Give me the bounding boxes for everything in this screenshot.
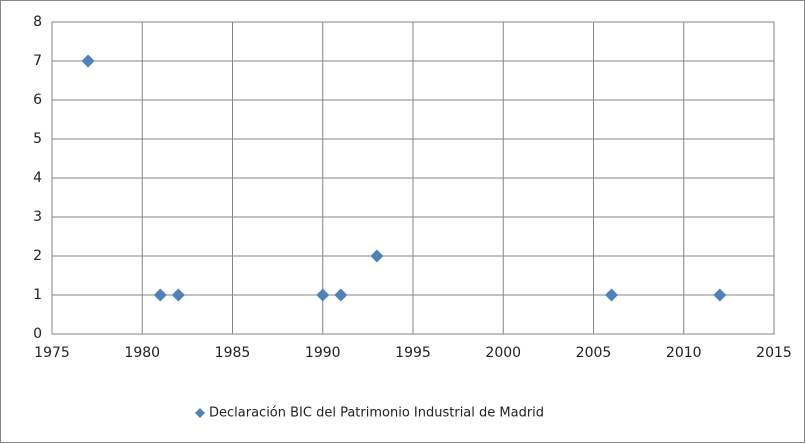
x-tick-label: 2015 (756, 345, 792, 361)
point (316, 288, 330, 302)
y-tick-label: 7 (33, 53, 42, 69)
x-tick-label: 2010 (666, 345, 702, 361)
legend-text: Declaración BIC del Patrimonio Industria… (209, 406, 544, 421)
point (171, 288, 185, 302)
x-tick-label: 2000 (485, 345, 521, 361)
x-tick-label: 1995 (395, 345, 431, 361)
y-tick-label: 5 (33, 131, 42, 147)
x-tick-label: 1990 (305, 345, 341, 361)
y-tick-label: 3 (33, 209, 42, 225)
y-tick-label: 6 (33, 92, 42, 108)
point (713, 288, 727, 302)
y-tick-label: 8 (33, 14, 42, 30)
y-tick-label: 0 (33, 326, 42, 342)
point (81, 54, 95, 68)
x-tick-label: 1985 (215, 345, 251, 361)
point (370, 249, 384, 263)
y-tick-label: 4 (33, 170, 42, 186)
x-tick-label: 2005 (576, 345, 612, 361)
x-tick-label: 1975 (34, 345, 70, 361)
point (334, 288, 348, 302)
point (605, 288, 619, 302)
x-tick-label: 1980 (124, 345, 160, 361)
point (153, 288, 167, 302)
y-tick-label: 1 (33, 287, 42, 303)
y-tick-label: 2 (33, 248, 42, 264)
legend-marker (195, 408, 205, 418)
plot-border (51, 21, 775, 335)
